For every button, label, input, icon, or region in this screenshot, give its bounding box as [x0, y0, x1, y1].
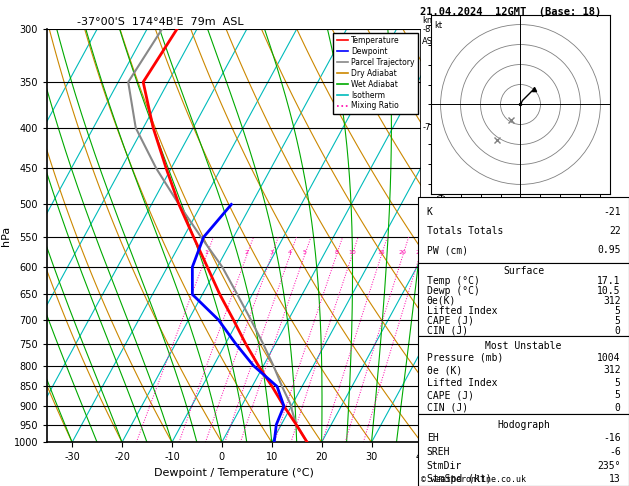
Text: 20: 20 — [399, 250, 407, 255]
Text: 10: 10 — [348, 250, 356, 255]
X-axis label: Dewpoint / Temperature (°C): Dewpoint / Temperature (°C) — [154, 468, 314, 478]
Text: -8: -8 — [422, 25, 431, 34]
Y-axis label: hPa: hPa — [1, 226, 11, 246]
Text: 312: 312 — [603, 365, 621, 375]
Text: 1004: 1004 — [597, 353, 621, 363]
Bar — [418, 263, 629, 336]
Text: 0: 0 — [615, 402, 621, 413]
Text: -2: -2 — [422, 361, 430, 370]
Text: 13: 13 — [609, 474, 621, 484]
Text: 15: 15 — [377, 250, 385, 255]
Bar — [418, 414, 629, 486]
Text: EH: EH — [426, 433, 438, 443]
Text: Most Unstable: Most Unstable — [486, 341, 562, 350]
Text: 8: 8 — [335, 250, 338, 255]
Text: Pressure (mb): Pressure (mb) — [426, 353, 503, 363]
Text: CIN (J): CIN (J) — [426, 326, 468, 336]
Text: CIN (J): CIN (J) — [426, 402, 468, 413]
Text: SREH: SREH — [426, 447, 450, 457]
Text: CAPE (J): CAPE (J) — [426, 316, 474, 326]
Text: 1: 1 — [204, 250, 208, 255]
Text: 0.95: 0.95 — [597, 245, 621, 255]
Text: Surface: Surface — [503, 266, 544, 276]
Text: StmSpd (kt): StmSpd (kt) — [426, 474, 491, 484]
Bar — [418, 336, 629, 414]
Text: kt: kt — [435, 20, 443, 30]
Text: 0: 0 — [615, 326, 621, 336]
Text: —¹LCL: —¹LCL — [422, 405, 447, 415]
Text: Totals Totals: Totals Totals — [426, 226, 503, 236]
Text: CAPE (J): CAPE (J) — [426, 390, 474, 400]
Text: StmDir: StmDir — [426, 461, 462, 470]
Text: -6: -6 — [609, 447, 621, 457]
Text: 17.1: 17.1 — [597, 276, 621, 286]
Text: -3: -3 — [422, 315, 431, 324]
Legend: Temperature, Dewpoint, Parcel Trajectory, Dry Adiabat, Wet Adiabat, Isotherm, Mi: Temperature, Dewpoint, Parcel Trajectory… — [333, 33, 418, 114]
Text: -1: -1 — [422, 401, 430, 411]
Text: Hodograph: Hodograph — [497, 419, 550, 430]
Text: 235°: 235° — [597, 461, 621, 470]
Text: 5: 5 — [615, 306, 621, 316]
Text: Lifted Index: Lifted Index — [426, 378, 497, 388]
Text: Temp (°C): Temp (°C) — [426, 276, 479, 286]
Text: K: K — [426, 207, 433, 217]
Bar — [418, 197, 629, 263]
Text: θe(K): θe(K) — [426, 296, 456, 306]
Text: -21: -21 — [603, 207, 621, 217]
Text: Lifted Index: Lifted Index — [426, 306, 497, 316]
Text: 5: 5 — [303, 250, 306, 255]
Text: 2: 2 — [245, 250, 248, 255]
Text: PW (cm): PW (cm) — [426, 245, 468, 255]
Text: 22: 22 — [609, 226, 621, 236]
Text: 5: 5 — [615, 316, 621, 326]
Text: © weatheronline.co.uk: © weatheronline.co.uk — [421, 474, 526, 484]
Text: -5: -5 — [422, 233, 430, 242]
Text: 21.04.2024  12GMT  (Base: 18): 21.04.2024 12GMT (Base: 18) — [420, 7, 601, 17]
Text: Mixing Ratio (g/kg): Mixing Ratio (g/kg) — [438, 193, 447, 278]
Text: 312: 312 — [603, 296, 621, 306]
Text: -37°00'S  174°4B'E  79m  ASL: -37°00'S 174°4B'E 79m ASL — [77, 17, 244, 27]
Text: Dewp (°C): Dewp (°C) — [426, 286, 479, 296]
Text: 5: 5 — [615, 390, 621, 400]
Text: 25: 25 — [416, 250, 424, 255]
Text: θe (K): θe (K) — [426, 365, 462, 375]
Text: 10.5: 10.5 — [597, 286, 621, 296]
Text: -4: -4 — [422, 262, 430, 272]
Text: -7: -7 — [422, 123, 431, 132]
Text: km: km — [422, 16, 435, 25]
Text: -6: -6 — [422, 200, 431, 209]
Text: 3: 3 — [270, 250, 274, 255]
Text: -16: -16 — [603, 433, 621, 443]
Text: ASL: ASL — [422, 37, 438, 47]
Text: 5: 5 — [615, 378, 621, 388]
Text: 4: 4 — [288, 250, 292, 255]
